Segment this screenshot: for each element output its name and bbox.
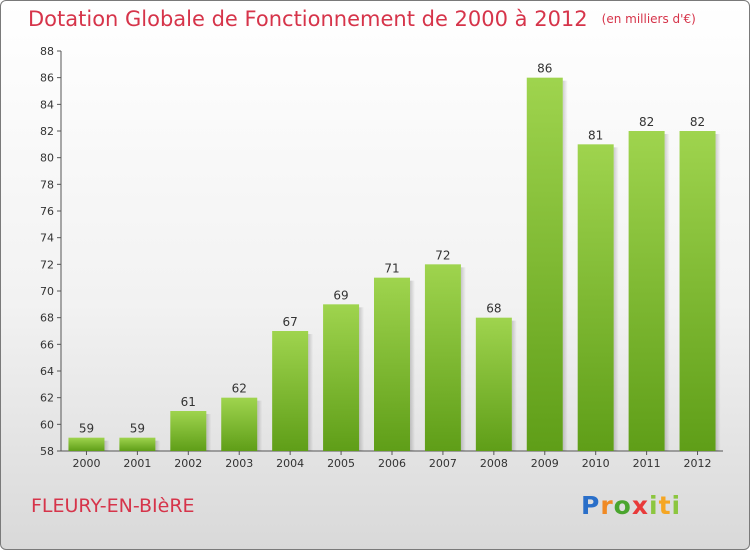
- data-label-2009: 86: [537, 62, 552, 76]
- data-label-2004: 67: [283, 315, 298, 329]
- y-tick-label: 58: [40, 445, 54, 458]
- bar-shadow: [410, 280, 415, 451]
- y-tick-label: 70: [40, 285, 54, 298]
- y-tick-label: 88: [40, 45, 54, 58]
- x-tick-label-2011: 2011: [633, 457, 661, 470]
- bar-shadow: [664, 134, 670, 451]
- x-tick-label-2012: 2012: [684, 457, 712, 470]
- data-label-2005: 69: [333, 288, 348, 302]
- data-label-2003: 62: [232, 382, 247, 396]
- y-tick-label: 60: [40, 418, 54, 431]
- data-label-2001: 59: [130, 422, 145, 436]
- data-label-2007: 72: [435, 248, 450, 262]
- commune-name: FLEURY-EN-BIèRE: [31, 495, 195, 517]
- x-tick-label-2000: 2000: [72, 457, 100, 470]
- bars: 59 59 61 62 67 69 71 72 68 86 81 82 82: [68, 62, 721, 452]
- bar-shadow: [206, 414, 212, 451]
- x-tick-label-2010: 2010: [582, 457, 610, 470]
- bar-shadow: [155, 440, 161, 451]
- bar-2011: [628, 131, 665, 451]
- data-label-2010: 81: [588, 128, 603, 142]
- x-tick-label-2001: 2001: [123, 457, 151, 470]
- x-tick-label-2005: 2005: [327, 457, 355, 470]
- bar-2007: [424, 264, 461, 451]
- proxiti-logo[interactable]: Proxiti: [581, 491, 682, 520]
- x-tick-label-2002: 2002: [174, 457, 202, 470]
- bar-2004: [272, 331, 309, 451]
- bar-shadow: [257, 400, 263, 451]
- x-tick-label-2007: 2007: [429, 457, 457, 470]
- bar-2008: [475, 317, 512, 451]
- bar-shadow: [104, 440, 110, 451]
- bar-2005: [323, 304, 360, 451]
- bar-2000: [68, 437, 105, 451]
- y-tick-label: 80: [40, 152, 54, 165]
- bar-2006: [374, 277, 410, 451]
- axes: 58 60 62 64 66 68 70 72 74 76 78 80 82 84 86 88 2000 2001…: [40, 45, 723, 470]
- data-label-2011: 82: [639, 115, 654, 129]
- y-tick-label: 74: [40, 232, 54, 245]
- bar-2002: [170, 411, 207, 451]
- y-tick-label: 84: [40, 98, 54, 111]
- data-label-2006: 71: [384, 262, 399, 276]
- bar-shadow: [359, 307, 365, 451]
- data-label-2000: 59: [79, 422, 94, 436]
- chart-title: Dotation Globale de Fonctionnement de 20…: [28, 7, 696, 31]
- bar-2003: [221, 397, 258, 451]
- bar-shadow: [562, 80, 568, 452]
- data-label-2002: 61: [181, 395, 196, 409]
- x-tick-label-2003: 2003: [225, 457, 253, 470]
- y-tick-label: 76: [40, 205, 54, 218]
- y-tick-label: 86: [40, 72, 54, 85]
- chart-unit: (en milliers d'€): [601, 12, 696, 26]
- y-tick-label: 68: [40, 312, 54, 325]
- bar-shadow: [460, 267, 466, 451]
- bar-shadow: [511, 320, 517, 451]
- bar-shadow: [613, 147, 619, 452]
- data-label-2012: 82: [690, 115, 705, 129]
- y-tick-label: 82: [40, 125, 54, 138]
- y-tick-label: 64: [40, 365, 54, 378]
- chart-title-text: Dotation Globale de Fonctionnement de 20…: [28, 7, 588, 31]
- data-label-2008: 68: [486, 302, 501, 316]
- bar-shadow: [308, 334, 314, 451]
- bar-2010: [577, 144, 614, 452]
- x-tick-label-2008: 2008: [480, 457, 508, 470]
- x-tick-label-2006: 2006: [378, 457, 406, 470]
- x-tick-label-2009: 2009: [531, 457, 559, 470]
- y-tick-label: 62: [40, 392, 54, 405]
- y-tick-label: 72: [40, 258, 54, 271]
- y-tick-label: 66: [40, 338, 54, 351]
- y-tick-label: 78: [40, 178, 54, 191]
- bar-2012: [679, 131, 716, 451]
- bar-shadow: [715, 134, 721, 451]
- x-tick-label-2004: 2004: [276, 457, 304, 470]
- bar-2009: [526, 77, 563, 452]
- bar-2001: [119, 437, 156, 451]
